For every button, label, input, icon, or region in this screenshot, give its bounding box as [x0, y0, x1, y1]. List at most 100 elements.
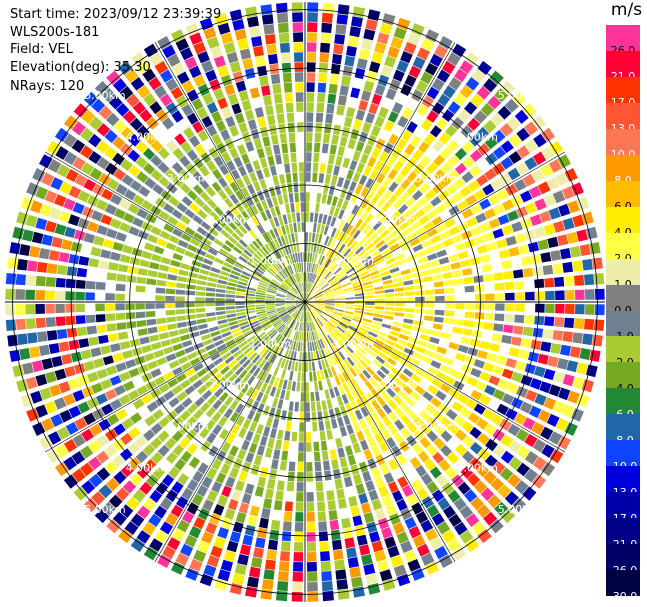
- range-gate-cell: [144, 242, 155, 252]
- range-gate-cell: [333, 267, 342, 275]
- range-gate-cell: [429, 537, 443, 551]
- range-gate-cell: [136, 125, 150, 138]
- range-gate-cell: [525, 291, 535, 301]
- range-gate-cell: [381, 392, 391, 403]
- range-gate-cell: [253, 547, 264, 559]
- range-gate-cell: [330, 344, 338, 354]
- range-gate-cell: [453, 278, 464, 286]
- range-gate-cell: [35, 374, 48, 387]
- range-gate-cell: [48, 343, 60, 354]
- range-gate-cell: [299, 302, 305, 310]
- range-gate-cell: [301, 212, 305, 222]
- range-gate-cell: [235, 295, 245, 299]
- range-gate-cell: [407, 32, 421, 45]
- range-gate-cell: [105, 293, 115, 301]
- range-gate-cell: [463, 276, 474, 284]
- range-gate-cell: [109, 218, 122, 229]
- range-gate-cell: [473, 189, 486, 201]
- range-gate-cell: [372, 221, 382, 231]
- range-gate-cell: [354, 293, 365, 297]
- range-gate-cell: [317, 317, 324, 326]
- range-gate-cell: [300, 282, 303, 292]
- range-gate-cell: [242, 418, 252, 430]
- range-gate-cell: [474, 312, 485, 320]
- range-gate-cell: [284, 280, 292, 288]
- range-gate-cell: [281, 143, 289, 154]
- range-gate-cell: [381, 527, 393, 539]
- range-gate-cell: [101, 403, 114, 416]
- range-gate-cell: [285, 302, 295, 304]
- range-gate-cell: [589, 349, 601, 362]
- range-gate-cell: [459, 85, 474, 99]
- range-gate-cell: [235, 80, 247, 92]
- range-gate-cell: [256, 391, 264, 402]
- range-gate-cell: [228, 373, 238, 383]
- range-gate-cell: [469, 442, 483, 455]
- range-gate-cell: [531, 422, 545, 435]
- range-gate-cell: [363, 512, 375, 524]
- range-gate-cell: [241, 270, 252, 277]
- range-gate-cell: [297, 273, 301, 283]
- range-gate-cell: [35, 404, 48, 418]
- range-gate-cell: [27, 332, 38, 344]
- range-gate-cell: [429, 466, 442, 479]
- range-gate-cell: [318, 62, 329, 73]
- range-gate-cell: [252, 160, 261, 171]
- range-gate-cell: [412, 56, 426, 70]
- range-gate-cell: [400, 328, 411, 336]
- range-gate-cell: [130, 513, 145, 527]
- range-gate-cell: [413, 320, 424, 326]
- range-gate-cell: [167, 216, 179, 226]
- range-gate-cell: [342, 222, 350, 233]
- range-gate-cell: [293, 243, 297, 253]
- range-gate-cell: [467, 473, 481, 487]
- range-gate-cell: [286, 295, 296, 299]
- range-gate-cell: [115, 303, 125, 311]
- range-gate-cell: [406, 493, 419, 506]
- range-gate-cell: [242, 221, 252, 232]
- range-gate-cell: [166, 281, 177, 288]
- range-gate-cell: [550, 250, 562, 261]
- range-gate-cell: [350, 340, 359, 349]
- range-gate-cell: [259, 466, 269, 478]
- range-gate-cell: [46, 140, 61, 155]
- range-gate-cell: [394, 343, 405, 351]
- range-gate-cell: [362, 239, 372, 248]
- range-gate-cell: [164, 437, 177, 450]
- range-gate-cell: [470, 226, 482, 237]
- range-gate-cell: [260, 371, 268, 382]
- range-gate-cell: [372, 253, 383, 262]
- range-gate-cell: [141, 344, 153, 354]
- range-gate-cell: [280, 541, 291, 552]
- range-gate-cell: [419, 155, 431, 168]
- range-gate-cell: [257, 284, 268, 290]
- range-gate-cell: [375, 298, 385, 302]
- range-gate-cell: [118, 529, 133, 544]
- range-gate-cell: [106, 272, 117, 281]
- range-gate-cell: [562, 261, 573, 273]
- range-gate-cell: [383, 315, 394, 320]
- range-gate-cell: [213, 536, 226, 549]
- range-gate-cell: [241, 327, 252, 334]
- range-gate-cell: [321, 581, 333, 592]
- range-gate-cell: [321, 143, 329, 154]
- range-gate-cell: [445, 466, 458, 480]
- range-ring-label: 2.00km: [208, 213, 250, 226]
- range-gate-cell: [234, 563, 247, 576]
- range-gate-cell: [253, 412, 261, 423]
- range-gate-cell: [402, 384, 413, 395]
- range-gate-cell: [125, 312, 136, 320]
- range-gate-cell: [175, 309, 186, 315]
- range-gate-cell: [196, 248, 207, 257]
- range-gate-cell: [582, 258, 593, 271]
- range-gate-cell: [254, 107, 264, 118]
- range-gate-cell: [317, 501, 326, 512]
- range-gate-cell: [289, 142, 296, 153]
- range-gate-cell: [448, 368, 460, 378]
- range-gate-cell: [314, 296, 324, 300]
- range-gate-cell: [256, 445, 265, 456]
- range-gate-cell: [290, 319, 296, 329]
- range-gate-cell: [232, 246, 243, 255]
- range-gate-cell: [579, 348, 591, 360]
- range-gate-cell: [257, 264, 266, 273]
